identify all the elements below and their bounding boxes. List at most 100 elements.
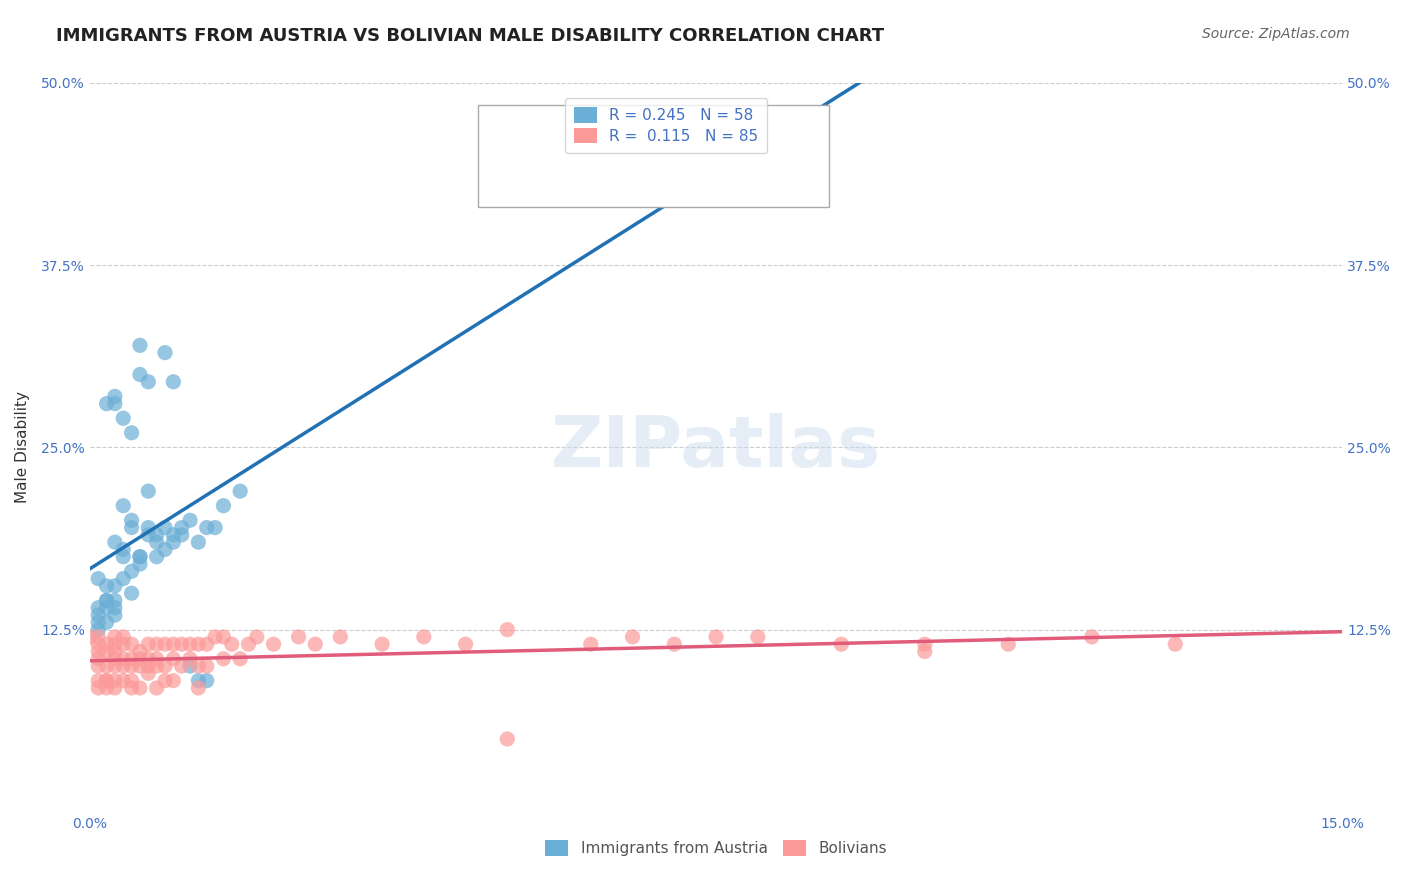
Immigrants from Austria — [87, 623, 110, 637]
Immigrants from Austria — [96, 593, 118, 607]
Legend: Immigrants from Austria, Bolivians: Immigrants from Austria, Bolivians — [540, 834, 893, 863]
Immigrants from Austria — [121, 513, 143, 527]
Immigrants from Austria — [121, 425, 143, 440]
Bolivians — [579, 637, 602, 651]
Immigrants from Austria — [195, 673, 218, 688]
Bolivians — [496, 731, 519, 746]
Bolivians — [136, 666, 159, 681]
Immigrants from Austria — [104, 535, 127, 549]
Bolivians — [170, 637, 193, 651]
Immigrants from Austria — [136, 520, 159, 534]
Bolivians — [104, 652, 127, 666]
Bolivians — [87, 659, 110, 673]
Bolivians — [246, 630, 269, 644]
Immigrants from Austria — [87, 572, 110, 586]
Bolivians — [212, 652, 235, 666]
Bolivians — [664, 637, 686, 651]
Bolivians — [704, 630, 727, 644]
Bolivians — [170, 659, 193, 673]
Bolivians — [121, 673, 143, 688]
Immigrants from Austria — [96, 593, 118, 607]
Bolivians — [112, 630, 135, 644]
Bolivians — [104, 630, 127, 644]
Bolivians — [621, 630, 644, 644]
Bolivians — [121, 637, 143, 651]
Bolivians — [96, 659, 118, 673]
Bolivians — [162, 637, 184, 651]
Bolivians — [162, 652, 184, 666]
Immigrants from Austria — [104, 608, 127, 623]
Immigrants from Austria — [195, 520, 218, 534]
Immigrants from Austria — [136, 375, 159, 389]
Bolivians — [96, 637, 118, 651]
Bolivians — [153, 637, 176, 651]
Immigrants from Austria — [129, 557, 152, 571]
Bolivians — [96, 644, 118, 658]
Bolivians — [129, 659, 152, 673]
Bolivians — [79, 630, 101, 644]
Bolivians — [221, 637, 243, 651]
Immigrants from Austria — [153, 520, 176, 534]
Bolivians — [129, 652, 152, 666]
Bolivians — [112, 659, 135, 673]
Immigrants from Austria — [104, 389, 127, 403]
Immigrants from Austria — [204, 520, 226, 534]
Immigrants from Austria — [104, 600, 127, 615]
Immigrants from Austria — [121, 564, 143, 578]
Bolivians — [229, 652, 252, 666]
Bolivians — [187, 681, 209, 695]
Immigrants from Austria — [229, 484, 252, 499]
Immigrants from Austria — [104, 579, 127, 593]
Bolivians — [112, 652, 135, 666]
Immigrants from Austria — [121, 586, 143, 600]
Immigrants from Austria — [104, 593, 127, 607]
Bolivians — [747, 630, 769, 644]
Text: Source: ZipAtlas.com: Source: ZipAtlas.com — [1202, 27, 1350, 41]
Immigrants from Austria — [112, 572, 135, 586]
Bolivians — [136, 637, 159, 651]
Bolivians — [304, 637, 326, 651]
Bolivians — [162, 673, 184, 688]
Bolivians — [96, 681, 118, 695]
Immigrants from Austria — [136, 528, 159, 542]
Bolivians — [1164, 637, 1187, 651]
Bolivians — [96, 673, 118, 688]
Immigrants from Austria — [162, 375, 184, 389]
Bolivians — [212, 630, 235, 644]
Immigrants from Austria — [179, 659, 201, 673]
Immigrants from Austria — [129, 549, 152, 564]
Immigrants from Austria — [170, 520, 193, 534]
Immigrants from Austria — [112, 549, 135, 564]
FancyBboxPatch shape — [478, 104, 828, 207]
Immigrants from Austria — [162, 535, 184, 549]
Immigrants from Austria — [546, 193, 568, 207]
Bolivians — [145, 652, 167, 666]
Bolivians — [997, 637, 1019, 651]
Bolivians — [179, 637, 201, 651]
Immigrants from Austria — [96, 615, 118, 630]
Bolivians — [329, 630, 352, 644]
Bolivians — [145, 637, 167, 651]
Bolivians — [112, 637, 135, 651]
Bolivians — [153, 659, 176, 673]
Bolivians — [263, 637, 285, 651]
Bolivians — [454, 637, 477, 651]
Bolivians — [121, 681, 143, 695]
Immigrants from Austria — [187, 535, 209, 549]
Immigrants from Austria — [136, 484, 159, 499]
Y-axis label: Male Disability: Male Disability — [15, 392, 30, 503]
Bolivians — [145, 659, 167, 673]
Bolivians — [104, 673, 127, 688]
Immigrants from Austria — [121, 520, 143, 534]
Bolivians — [104, 681, 127, 695]
Immigrants from Austria — [179, 513, 201, 527]
Bolivians — [195, 637, 218, 651]
Immigrants from Austria — [87, 615, 110, 630]
Text: IMMIGRANTS FROM AUSTRIA VS BOLIVIAN MALE DISABILITY CORRELATION CHART: IMMIGRANTS FROM AUSTRIA VS BOLIVIAN MALE… — [56, 27, 884, 45]
Bolivians — [121, 659, 143, 673]
Bolivians — [412, 630, 434, 644]
Bolivians — [112, 673, 135, 688]
Text: ZIPatlas: ZIPatlas — [551, 413, 882, 482]
Immigrants from Austria — [129, 549, 152, 564]
Immigrants from Austria — [129, 338, 152, 352]
